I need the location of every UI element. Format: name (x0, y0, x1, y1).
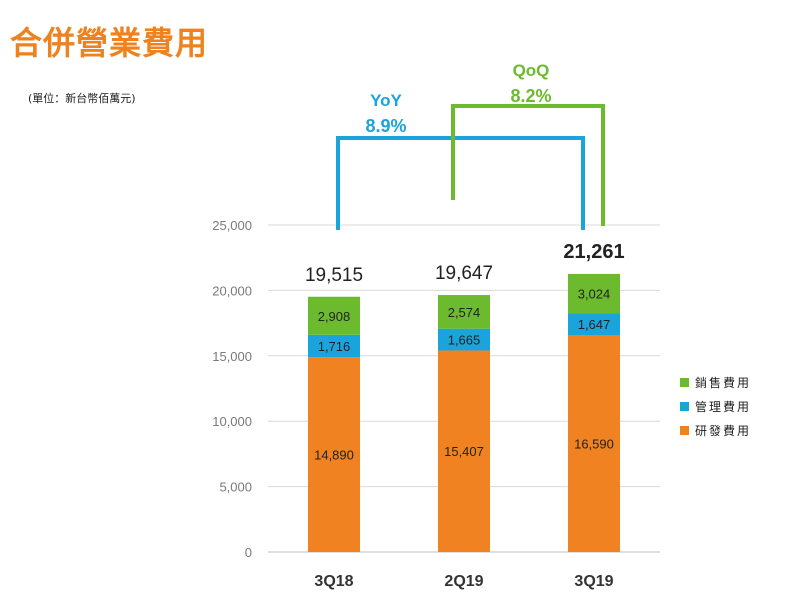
total-label: 21,261 (563, 241, 624, 263)
page-title: 合併營業費用 (10, 24, 209, 62)
bar-segment-sales (308, 296, 360, 335)
legend-label-rnd: 研發費用 (695, 423, 752, 438)
qoq-bracket (451, 104, 605, 226)
legend-swatch-admin (680, 401, 689, 411)
unit-note: (單位：新台幣佰萬元) (28, 92, 136, 105)
legend-swatch-rnd (680, 425, 689, 435)
data-label-admin: 1,647 (578, 317, 611, 332)
bar-segment-admin (568, 313, 620, 336)
bars (308, 273, 620, 552)
total-label: 19,515 (305, 265, 363, 286)
x-axis: 3Q18 2Q19 3Q19 (314, 573, 613, 590)
legend-item-rnd: 研發費用 (680, 418, 751, 442)
y-tick-label: 0 (245, 545, 252, 560)
bar-segment-admin (308, 334, 360, 358)
yoy-label: YoY (370, 91, 402, 110)
y-tick-label: 10,000 (212, 414, 252, 429)
y-tick-label: 20,000 (212, 283, 252, 298)
data-label-sales: 2,908 (318, 309, 351, 324)
legend-label-sales: 銷售費用 (695, 375, 752, 390)
x-tick-label: 3Q19 (574, 573, 613, 590)
data-label-rnd: 15,407 (444, 444, 484, 459)
data-labels: 14,890 1,716 2,908 19,515 15,407 1,665 2,574 19… (305, 241, 625, 463)
x-tick-label: 3Q18 (314, 573, 353, 590)
qoq-value: 8.2% (510, 86, 551, 106)
yoy-value: 8.9% (365, 116, 406, 136)
x-tick-label: 2Q19 (444, 573, 483, 590)
bar-segment-rnd (568, 335, 620, 552)
data-label-sales: 2,574 (448, 305, 481, 320)
bar-segment-admin (438, 328, 490, 351)
bar-segment-sales (438, 295, 490, 329)
yoy-bracket (336, 136, 585, 230)
data-label-rnd: 14,890 (314, 448, 354, 463)
legend-swatch-sales (680, 377, 689, 387)
bar-segment-rnd (308, 357, 360, 552)
data-label-admin: 1,665 (448, 333, 481, 348)
qoq-label: QoQ (513, 61, 550, 80)
yoy-comparison: YoY 8.9% (336, 91, 585, 230)
y-axis: 0 5,000 10,000 15,000 20,000 25,000 (212, 218, 252, 560)
legend-item-sales: 銷售費用 (680, 370, 751, 394)
bar-segment-sales (568, 273, 620, 314)
y-tick-label: 15,000 (212, 349, 252, 364)
legend-label-admin: 管理費用 (695, 399, 752, 414)
bar-segment-rnd (438, 350, 490, 552)
total-label: 19,647 (435, 263, 493, 284)
data-label-rnd: 16,590 (574, 437, 614, 452)
y-tick-label: 5,000 (219, 480, 252, 495)
y-tick-label: 25,000 (212, 218, 252, 233)
legend: 銷售費用 管理費用 研發費用 (680, 370, 751, 442)
data-label-admin: 1,716 (318, 339, 351, 354)
qoq-comparison: QoQ 8.2% (451, 61, 605, 226)
legend-item-admin: 管理費用 (680, 394, 751, 418)
data-label-sales: 3,024 (578, 287, 611, 302)
